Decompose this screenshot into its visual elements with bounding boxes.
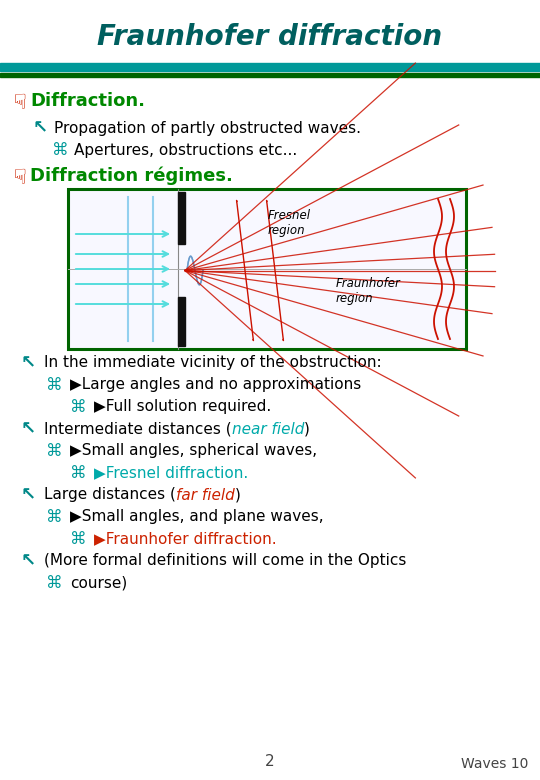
Text: ⌘: ⌘ bbox=[46, 376, 62, 394]
Bar bbox=[68, 189, 466, 349]
Text: Propagation of partly obstructed waves.: Propagation of partly obstructed waves. bbox=[54, 120, 361, 136]
Text: Waves 10: Waves 10 bbox=[461, 757, 528, 771]
Text: ⌘: ⌘ bbox=[70, 464, 86, 482]
Bar bbox=[178, 297, 185, 346]
Text: ↖: ↖ bbox=[21, 552, 36, 570]
Text: Apertures, obstructions etc...: Apertures, obstructions etc... bbox=[74, 143, 297, 158]
Text: ⌘: ⌘ bbox=[52, 141, 69, 159]
Text: ↖: ↖ bbox=[21, 486, 36, 504]
Text: ↖: ↖ bbox=[21, 420, 36, 438]
Text: Fresnel
region: Fresnel region bbox=[268, 209, 311, 237]
Text: ▶Small angles, spherical waves,: ▶Small angles, spherical waves, bbox=[70, 444, 317, 459]
Text: Large distances (: Large distances ( bbox=[44, 488, 176, 502]
Text: ): ) bbox=[304, 421, 310, 437]
Text: ⌘: ⌘ bbox=[46, 442, 62, 460]
Text: 2: 2 bbox=[265, 754, 275, 770]
Text: near field: near field bbox=[232, 421, 304, 437]
Text: ☞: ☞ bbox=[6, 167, 26, 186]
Bar bbox=[178, 192, 185, 244]
Text: ☞: ☞ bbox=[6, 91, 26, 111]
Text: ⌘: ⌘ bbox=[46, 508, 62, 526]
Bar bbox=[0, 73, 540, 77]
Text: Diffraction.: Diffraction. bbox=[30, 92, 145, 110]
Text: ⌘: ⌘ bbox=[70, 530, 86, 548]
Text: ): ) bbox=[234, 488, 240, 502]
Text: Intermediate distances (: Intermediate distances ( bbox=[44, 421, 232, 437]
Text: ▶Small angles, and plane waves,: ▶Small angles, and plane waves, bbox=[70, 509, 323, 524]
Text: Fraunhofer diffraction: Fraunhofer diffraction bbox=[97, 23, 443, 51]
Text: ↖: ↖ bbox=[21, 354, 36, 372]
Text: ⌘: ⌘ bbox=[70, 398, 86, 416]
Text: (More formal definitions will come in the Optics: (More formal definitions will come in th… bbox=[44, 554, 407, 569]
Text: ▶Fresnel diffraction.: ▶Fresnel diffraction. bbox=[94, 466, 248, 480]
Text: Diffraction régimes.: Diffraction régimes. bbox=[30, 167, 233, 186]
Text: ⌘: ⌘ bbox=[46, 574, 62, 592]
Text: ▶Fraunhofer diffraction.: ▶Fraunhofer diffraction. bbox=[94, 531, 276, 547]
Text: ↖: ↖ bbox=[32, 119, 48, 137]
Text: ▶Large angles and no approximations: ▶Large angles and no approximations bbox=[70, 378, 361, 392]
Text: Fraunhofer
region: Fraunhofer region bbox=[336, 277, 401, 305]
Text: far field: far field bbox=[176, 488, 234, 502]
Text: In the immediate vicinity of the obstruction:: In the immediate vicinity of the obstruc… bbox=[44, 356, 382, 370]
Text: course): course) bbox=[70, 576, 127, 590]
Bar bbox=[0, 63, 540, 71]
Text: ▶Full solution required.: ▶Full solution required. bbox=[94, 399, 271, 414]
